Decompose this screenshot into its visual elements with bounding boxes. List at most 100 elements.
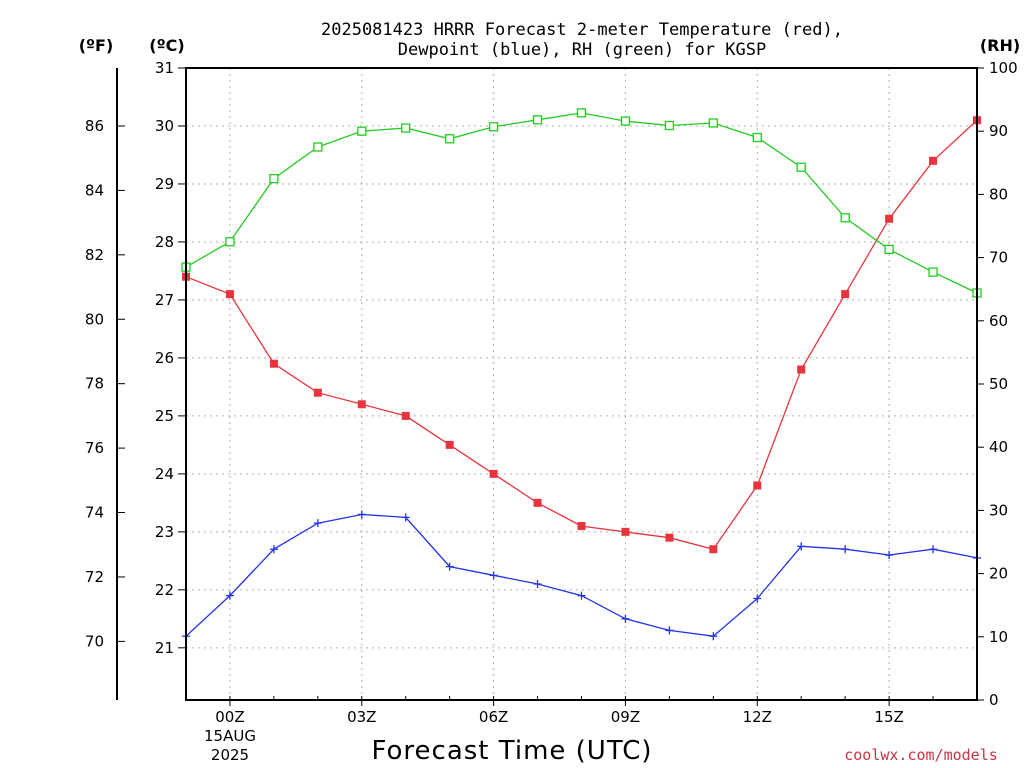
celsius-tick-label: 30: [155, 117, 174, 135]
celsius-tick-label: 23: [155, 523, 174, 541]
celsius-tick-label: 28: [155, 233, 174, 251]
data-point-marker: [621, 527, 630, 536]
data-point-marker: [225, 591, 234, 600]
fahrenheit-tick-label: 72: [85, 568, 104, 586]
data-point-marker: [665, 533, 674, 542]
data-point-marker: [753, 594, 762, 603]
data-series: [181, 108, 982, 641]
fahrenheit-tick-label: 80: [85, 310, 104, 328]
fahrenheit-unit-label: (ºF): [79, 36, 114, 55]
rh-tick-label: 10: [989, 628, 1008, 646]
celsius-tick-label: 24: [155, 465, 174, 483]
data-point-marker: [225, 290, 234, 299]
data-point-marker: [796, 162, 806, 172]
series-group-1: [182, 510, 981, 641]
data-point-marker: [752, 132, 762, 143]
data-point-marker: [753, 481, 762, 490]
rh-unit-label: (RH): [980, 36, 1020, 55]
celsius-unit-label: (ºC): [149, 36, 184, 55]
data-point-marker: [884, 244, 894, 255]
data-point-marker: [313, 519, 322, 528]
celsius-tick-label: 27: [155, 291, 174, 309]
rh-tick-label: 60: [989, 312, 1008, 330]
data-point-marker: [269, 173, 279, 184]
data-point-marker: [841, 290, 850, 299]
rh-tick-label: 20: [989, 565, 1008, 583]
celsius-tick-label: 25: [155, 407, 174, 425]
data-point-marker: [665, 626, 674, 635]
fahrenheit-tick-label: 82: [85, 246, 104, 264]
data-point-marker: [797, 542, 806, 551]
rh-tick-label: 70: [989, 249, 1008, 267]
chart-title-line2: Dewpoint (blue), RH (green) for KGSP: [398, 40, 766, 60]
data-point-marker: [797, 365, 806, 374]
x-tick-label: 12Z: [743, 708, 772, 726]
x-tick-label: 09Z: [611, 708, 640, 726]
fahrenheit-tick-label: 70: [85, 632, 104, 650]
data-point-marker: [445, 134, 455, 144]
rh-tick-label: 90: [989, 122, 1008, 140]
data-point-marker: [445, 562, 454, 571]
data-point-marker: [709, 545, 718, 554]
data-point-marker: [929, 156, 938, 165]
axis-labels: 21 22 23 24 25 26 27 28 29 30 31 70 72 74 76 78 80 82 84 86…: [85, 59, 1018, 726]
data-point-marker: [621, 614, 630, 623]
data-point-marker: [269, 359, 278, 368]
fahrenheit-tick-label: 76: [85, 439, 104, 457]
data-point-marker: [489, 571, 498, 580]
x-tick-label: 00Z: [215, 708, 244, 726]
data-point-marker: [620, 116, 631, 126]
data-point-marker: [401, 411, 410, 420]
data-point-marker: [841, 545, 850, 554]
date-label-line1: 15AUG: [204, 727, 256, 745]
data-point-marker: [928, 267, 938, 277]
fahrenheit-tick-label: 78: [85, 375, 104, 393]
data-point-marker: [357, 400, 366, 409]
data-point-marker: [445, 440, 454, 449]
data-point-marker: [885, 214, 894, 223]
data-point-marker: [885, 551, 894, 560]
data-point-marker: [489, 469, 498, 478]
data-point-marker: [532, 115, 543, 125]
data-point-marker: [225, 237, 235, 247]
x-tick-label: 03Z: [347, 708, 376, 726]
data-point-marker: [709, 632, 718, 641]
series-line: [185, 119, 978, 550]
series-group-2: [181, 108, 982, 298]
data-point-marker: [401, 513, 410, 522]
series-line: [185, 112, 978, 294]
celsius-tick-label: 26: [155, 349, 174, 367]
x-tick-label: 15Z: [874, 708, 903, 726]
data-point-marker: [577, 522, 586, 531]
celsius-tick-label: 22: [155, 581, 174, 599]
fahrenheit-tick-label: 84: [85, 181, 104, 199]
data-point-marker: [357, 510, 366, 519]
data-point-marker: [576, 108, 587, 118]
rh-tick-label: 0: [989, 691, 999, 709]
data-point-marker: [577, 591, 586, 600]
rh-tick-label: 30: [989, 501, 1008, 519]
data-point-marker: [269, 545, 278, 554]
rh-tick-label: 80: [989, 185, 1008, 203]
data-point-marker: [929, 545, 938, 554]
data-point-marker: [357, 126, 367, 136]
x-tick-label: 06Z: [479, 708, 508, 726]
data-point-marker: [488, 122, 499, 132]
fahrenheit-tick-label: 86: [85, 117, 104, 135]
rh-tick-label: 40: [989, 438, 1008, 456]
celsius-tick-label: 21: [155, 639, 174, 657]
x-axis-title: Forecast Time (UTC): [371, 736, 652, 766]
date-label-line2: 2025: [211, 746, 249, 764]
rh-tick-label: 100: [989, 59, 1018, 77]
fahrenheit-tick-label: 74: [85, 504, 104, 522]
site-credit: coolwx.com/models: [844, 746, 998, 764]
data-point-marker: [313, 388, 322, 397]
data-point-marker: [664, 120, 675, 131]
data-point-marker: [313, 142, 323, 152]
chart-title-line1: 2025081423 HRRR Forecast 2-meter Tempera…: [321, 20, 843, 40]
celsius-tick-label: 31: [155, 59, 174, 77]
data-point-marker: [840, 213, 850, 223]
data-point-marker: [708, 118, 718, 128]
series-group-0: [182, 116, 981, 554]
